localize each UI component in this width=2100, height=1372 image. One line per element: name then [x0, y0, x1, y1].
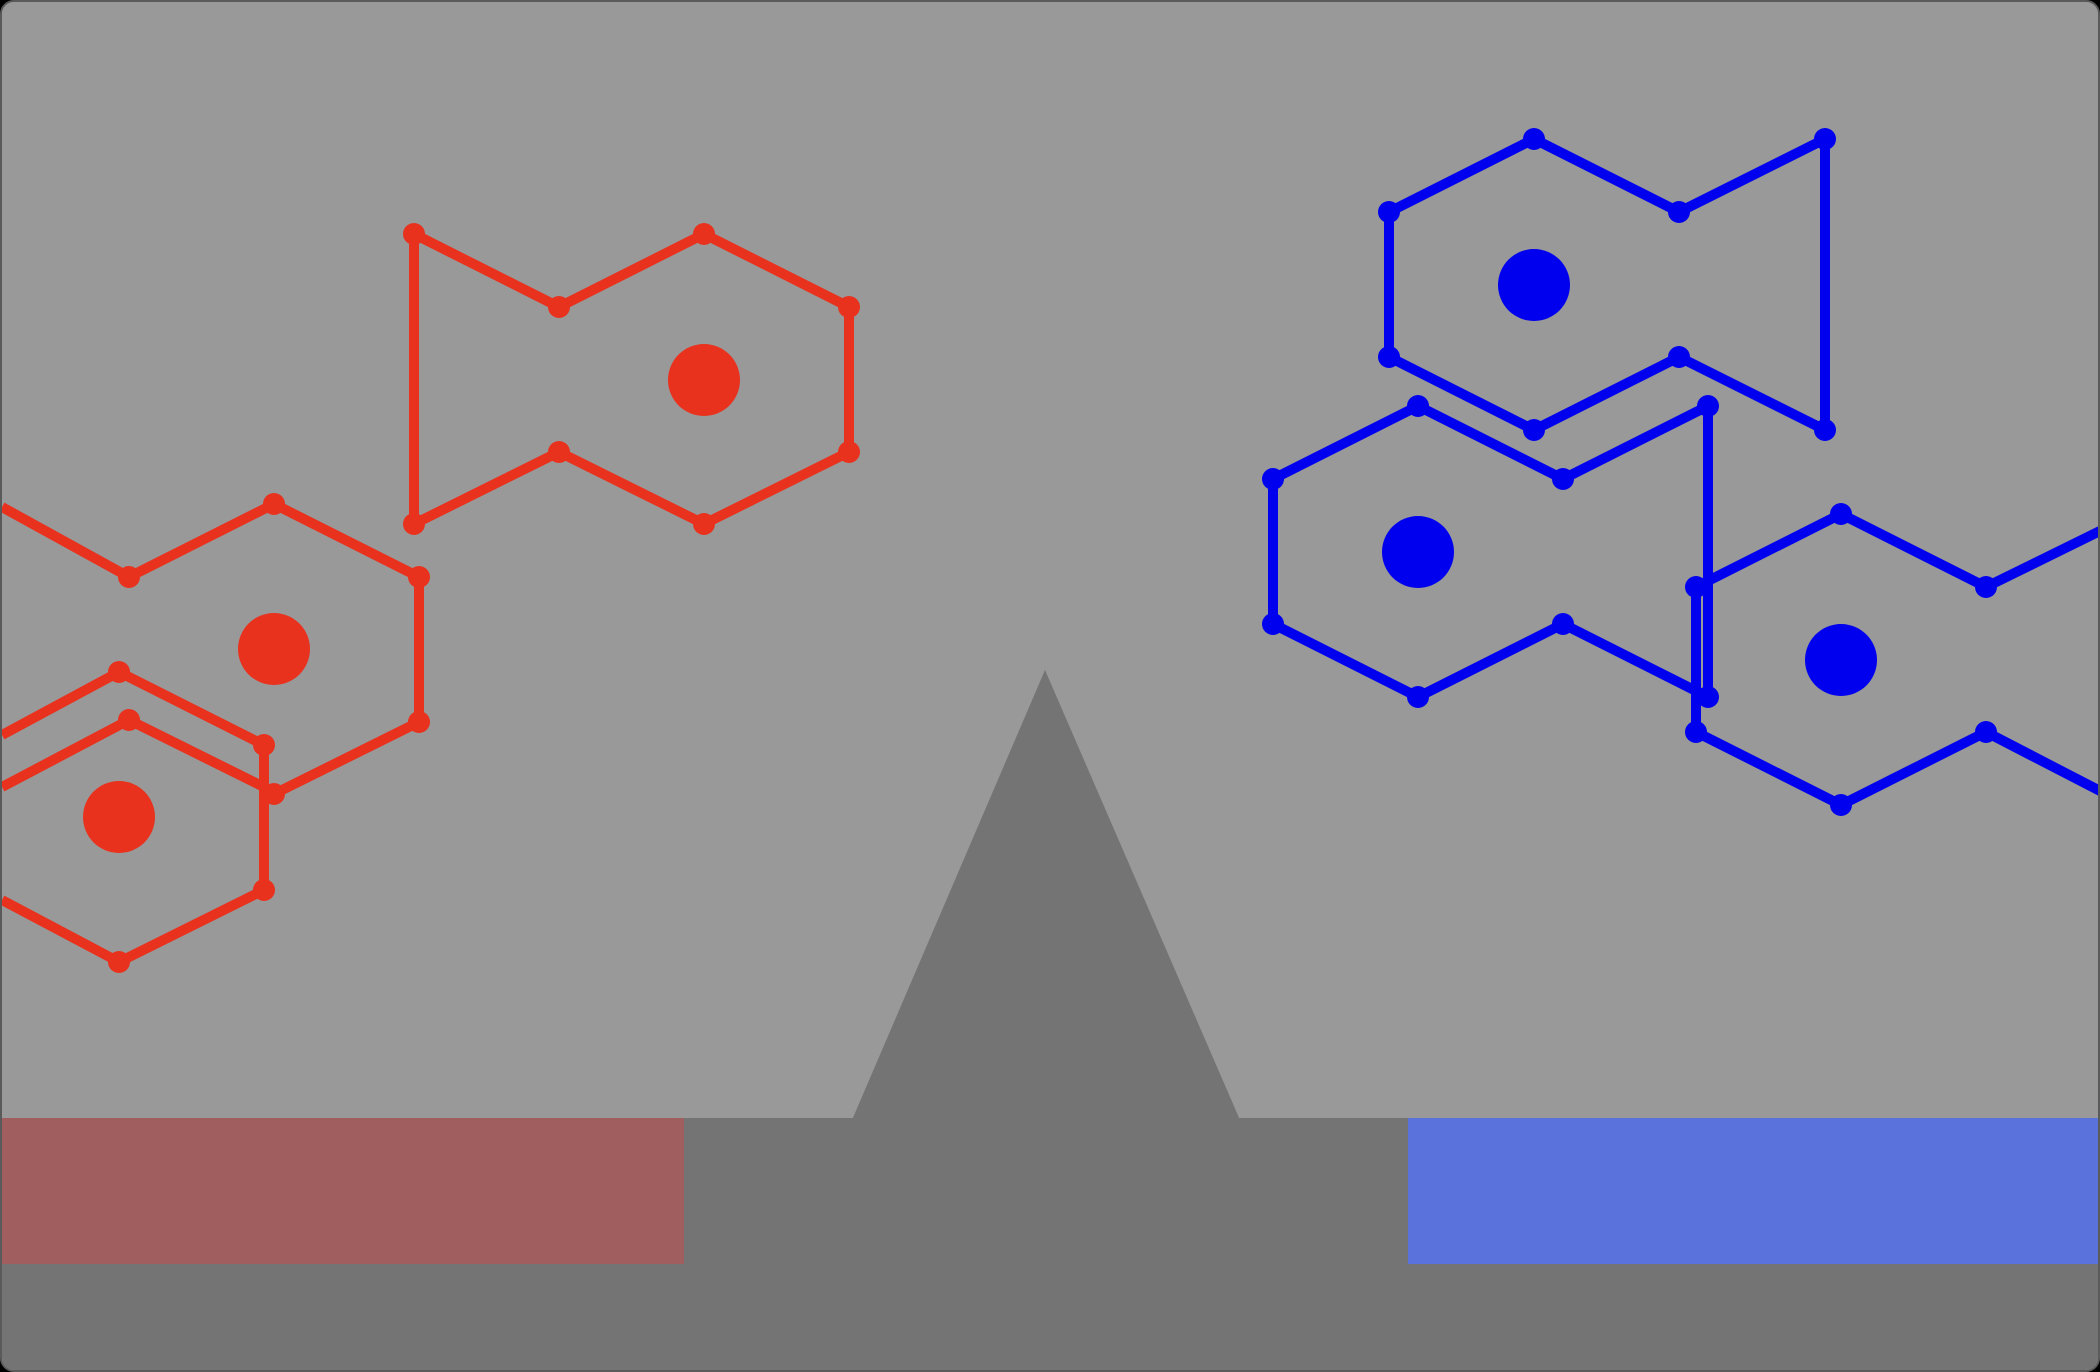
blue-creature[interactable] [1378, 128, 1836, 441]
red-team-base-zone [2, 1118, 684, 1264]
red-creature[interactable] [403, 223, 860, 535]
red-creature[interactable] [2, 493, 430, 805]
red-creature[interactable] [2, 661, 277, 973]
blue-team-swarm[interactable] [1262, 128, 2100, 816]
blue-creature[interactable] [1685, 503, 2100, 816]
blue-creature[interactable] [1262, 395, 1719, 708]
red-team-swarm[interactable] [2, 223, 860, 973]
mountain-peak [852, 670, 1240, 1120]
blue-team-base-zone [1408, 1118, 2098, 1264]
